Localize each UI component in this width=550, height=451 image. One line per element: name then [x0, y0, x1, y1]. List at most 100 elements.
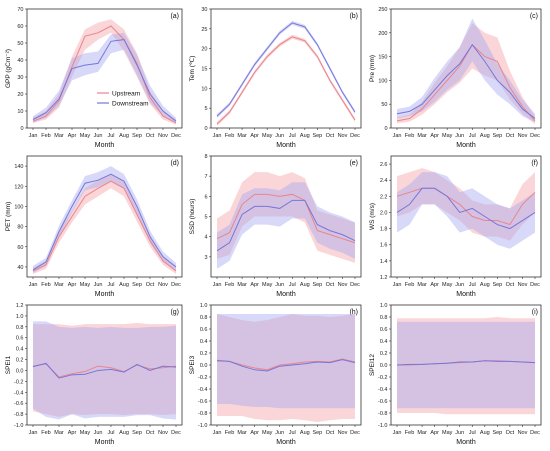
- panel-9-ytick-label-6: 0.2: [380, 351, 388, 357]
- panel-5-xtick-label-2: Mar: [237, 282, 247, 288]
- panel-6-ytick-label-4: 2.0: [380, 210, 388, 216]
- panel-8-band-downstream: [217, 314, 355, 409]
- panel-7-xlabel: Month: [95, 439, 115, 446]
- panel-1-ytick-label-0: 0: [20, 126, 23, 132]
- panel-8-ytick-label-3: -0.4: [198, 387, 207, 393]
- panel-2-tag: (b): [349, 13, 358, 20]
- panel-6-frame: [390, 155, 542, 278]
- panel-3-xtick-label-3: Apr: [430, 133, 439, 139]
- panel-5-ytick-label-1: 4: [204, 235, 207, 241]
- panel-5: 3 4 5 6 7 8 Jan Feb Mar Apr May Jun Jul Aug Sep Oct Nov D…: [189, 154, 362, 298]
- panel-2-xlabel: Month: [276, 142, 296, 149]
- panel-2-xtick-label-8: Sep: [312, 133, 322, 139]
- panel-2-xtick-label-9: Oct: [326, 133, 335, 139]
- panel-9-ytick-label-1: -0.8: [378, 411, 387, 417]
- panel-4-xtick-label-10: Nov: [158, 282, 168, 288]
- panel-3-ytick-label-3: 150: [378, 55, 387, 61]
- panel-7-xtick-label-9: Oct: [146, 430, 155, 436]
- panel-2-band-upstream: [217, 34, 355, 127]
- panel-1-xtick-label-3: Apr: [68, 133, 77, 139]
- panel-8-ytick-label-9: 0.8: [200, 315, 208, 321]
- panel-5-xtick-label-6: Jul: [289, 282, 296, 288]
- panel-7-ytick-label-6: 0.2: [16, 358, 24, 364]
- panel-1-xtick-label-1: Feb: [41, 133, 50, 139]
- panel-1-xtick-label-4: May: [80, 133, 91, 139]
- panel-4-band-downstream: [33, 166, 176, 273]
- panel-6-xtick-label-5: Jun: [455, 282, 464, 288]
- panel-1-ytick-label-3: 30: [17, 75, 23, 81]
- panel-8-ytick-label-4: -0.2: [198, 375, 207, 381]
- panel-8-ytick-label-0: -1.0: [198, 423, 207, 429]
- panel-7-ytick-label-3: -0.4: [14, 390, 23, 396]
- panel-3-ytick-label-4: 200: [378, 31, 387, 37]
- legend-downstream-label: Downstream: [112, 100, 148, 107]
- panel-8-line-downstream: [216, 359, 356, 372]
- panel-5-ytick-label-4: 7: [204, 174, 207, 180]
- panel-8-ytick-label-8: 0.6: [200, 327, 208, 333]
- panel-1-tag: (a): [170, 13, 179, 20]
- panel-6-xtick-label-8: Sep: [492, 282, 502, 288]
- panel-9-ytick-label-4: -0.2: [378, 375, 387, 381]
- panel-7-xtick-label-5: Jun: [94, 430, 103, 436]
- panel-1-ytick-label-2: 20: [17, 92, 23, 98]
- panel-7-frame: [26, 304, 183, 426]
- panel-1-frame: [26, 8, 183, 129]
- panel-7-ytick-label-10: 1.0: [16, 314, 24, 320]
- panel-2-xtick-label-6: Jul: [289, 133, 296, 139]
- panel-8-ytick-label-5: 0.0: [200, 363, 208, 369]
- panel-4-xtick-label-9: Oct: [146, 282, 155, 288]
- panel-7-xtick-label-4: May: [80, 430, 91, 436]
- panel-1-xtick-label-10: Nov: [158, 133, 168, 139]
- panel-9: -1.0 -0.8 -0.6 -0.4 -0.2 0.0 0.2 0.4 0.6 0.8 1.0 Ja…: [369, 303, 542, 446]
- panel-7-ytick-label-8: 0.6: [16, 336, 24, 342]
- panel-1-xtick-label-11: Dec: [171, 133, 181, 139]
- panel-7-ytick-label-2: -0.6: [14, 401, 23, 407]
- panel-5-band-upstream: [217, 172, 355, 263]
- panel-4-xtick-label-4: May: [80, 282, 91, 288]
- panel-7-xtick-label-8: Sep: [132, 430, 142, 436]
- panel-3-xtick-label-5: Jun: [455, 133, 464, 139]
- panel-8-xtick-label-11: Dec: [350, 430, 360, 436]
- panel-9-ytick-label-7: 0.4: [380, 339, 388, 345]
- panel-8: -1.0 -0.8 -0.6 -0.4 -0.2 0.0 0.2 0.4 0.6 0.8 1.0 Ja…: [189, 303, 362, 446]
- panel-8-xtick-label-3: Apr: [250, 430, 259, 436]
- panel-8-ytick-label-6: 0.2: [200, 351, 208, 357]
- panel-6-ytick-label-2: 1.6: [380, 243, 388, 249]
- panel-6-ytick-label-5: 2.2: [380, 194, 388, 200]
- panel-1-line-upstream: [32, 25, 177, 124]
- panel-9-xtick-label-9: Oct: [506, 430, 515, 436]
- panel-4-xtick-label-2: Mar: [54, 282, 64, 288]
- panel-7: -1.0 -0.8 -0.6 -0.4 -0.2 0.0 0.2 0.4 0.6 0.8 1.0 1.…: [5, 303, 183, 446]
- panel-1-line-downstream: [32, 39, 177, 122]
- panel-9-xtick-label-5: Jun: [455, 430, 464, 436]
- panel-4-line-downstream: [32, 173, 177, 271]
- panel-9-ytick-label-3: -0.4: [378, 387, 387, 393]
- panel-9-xtick-label-8: Sep: [492, 430, 502, 436]
- panel-3-line-downstream: [396, 43, 536, 119]
- panel-1: 0 10 20 30 40 50 60 70 Jan Feb Mar Apr May Jun Jul Aug S…: [5, 7, 183, 149]
- panel-6-xtick-label-9: Oct: [506, 282, 515, 288]
- panel-9-xtick-label-7: Aug: [480, 430, 490, 436]
- panel-6-xtick-label-0: Jan: [393, 282, 402, 288]
- panel-6-xtick-label-2: Mar: [417, 282, 427, 288]
- panel-2-xtick-label-4: May: [262, 133, 273, 139]
- panel-6-xtick-label-6: Jul: [469, 282, 476, 288]
- panel-8-xlabel: Month: [276, 439, 296, 446]
- panel-6-xtick-label-7: Aug: [480, 282, 490, 288]
- panel-7-xtick-label-11: Dec: [171, 430, 181, 436]
- panel-6-xtick-label-11: Dec: [530, 282, 540, 288]
- panel-6-line-downstream: [396, 187, 536, 230]
- panel-8-ytick-label-2: -0.6: [198, 399, 207, 405]
- panel-8-ytick-label-10: 1.0: [200, 303, 208, 309]
- panel-8-xtick-label-6: Jul: [289, 430, 296, 436]
- panel-6-ytick-label-6: 2.4: [380, 178, 388, 184]
- panel-7-band-downstream: [33, 321, 176, 420]
- panel-4-xtick-label-5: Jun: [94, 282, 103, 288]
- panel-3-xtick-label-1: Feb: [405, 133, 414, 139]
- panel-8-xtick-label-4: May: [262, 430, 273, 436]
- panel-9-xtick-label-11: Dec: [530, 430, 540, 436]
- panel-6-ytick-label-7: 2.6: [380, 162, 388, 168]
- panel-7-ylabel: SPEI1: [5, 355, 12, 374]
- panel-4-ylabel: PET (mm): [5, 202, 12, 232]
